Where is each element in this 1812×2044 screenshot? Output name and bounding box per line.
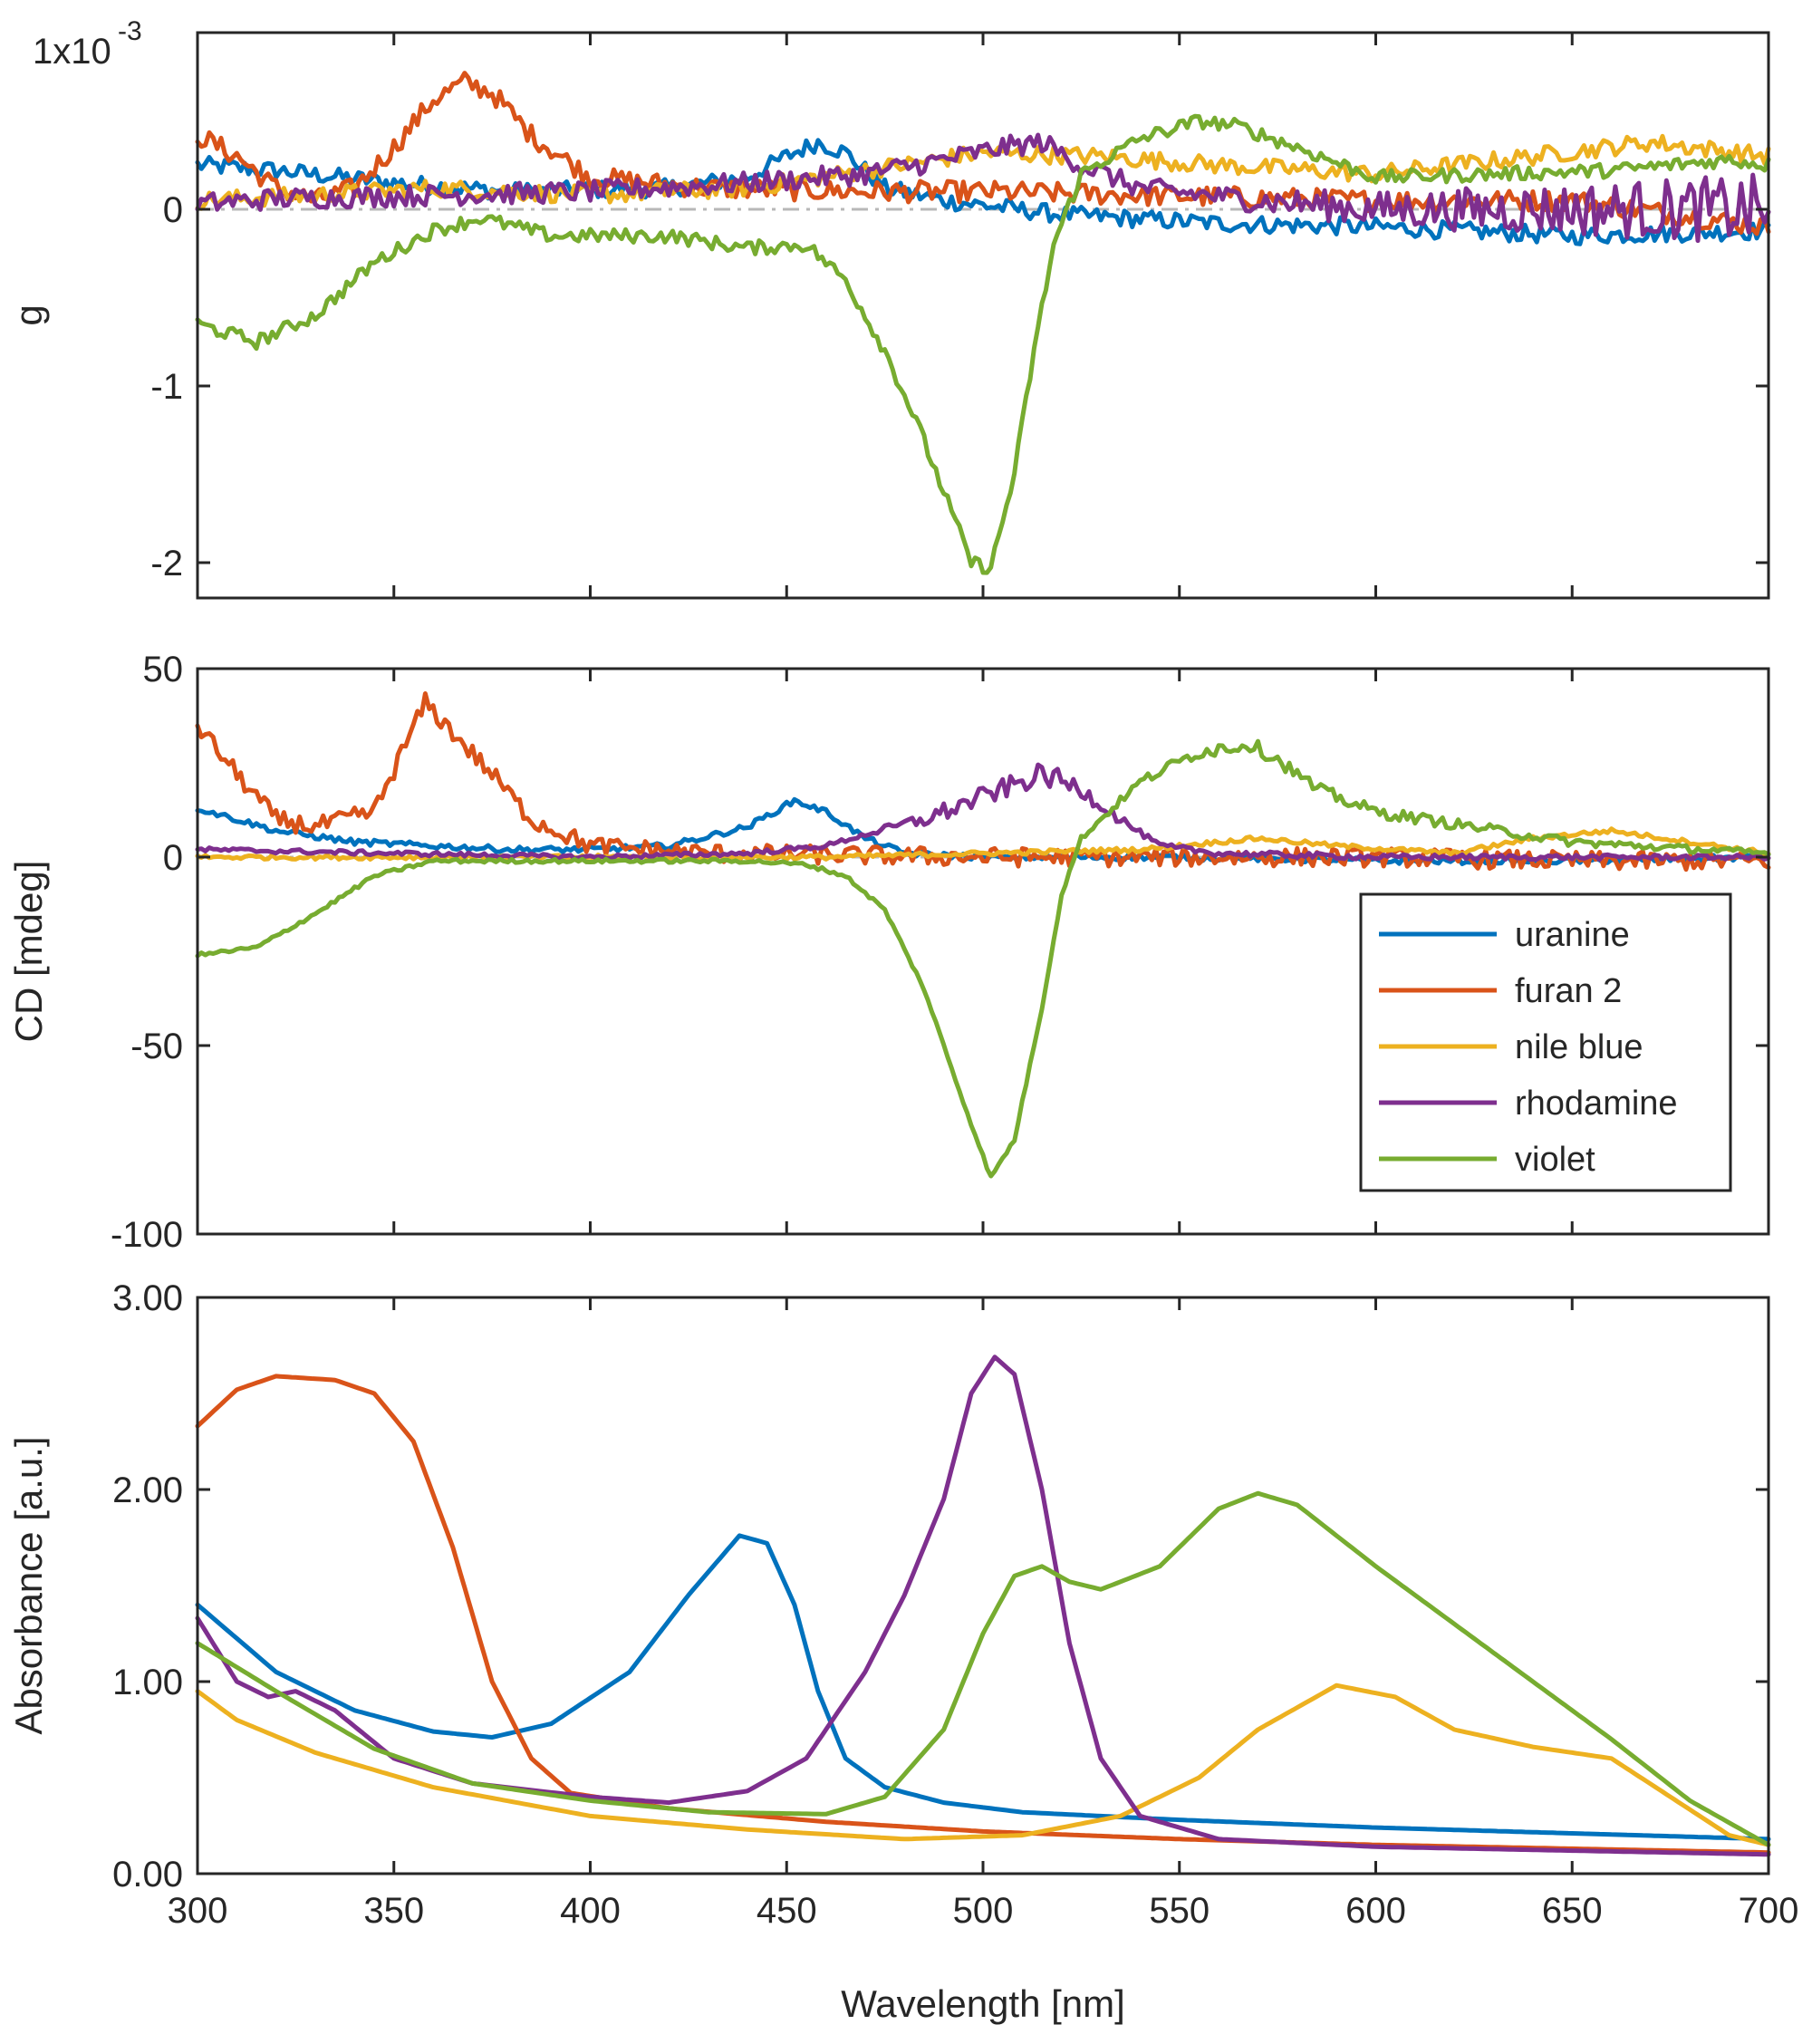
y-tick-label: 0 xyxy=(163,190,183,230)
series-line-nile-blue xyxy=(195,133,1771,211)
legend-label: rhodamine xyxy=(1515,1085,1678,1123)
y-exponent-power: -3 xyxy=(118,16,142,46)
y-tick-label: 3.00 xyxy=(112,1278,183,1318)
legend-box xyxy=(1359,892,1732,1192)
panel-cd: -100 -50 0 50 CD [mdeg] uranine furan 2 nile … xyxy=(7,650,1771,1255)
y-exponent-base: 1x10 xyxy=(33,32,111,72)
series-line-uranine xyxy=(195,138,1771,246)
series-line-uranine xyxy=(195,1533,1771,1842)
y-tick-label: 0.00 xyxy=(112,1855,183,1895)
x-tick-label: 650 xyxy=(1542,1891,1603,1931)
y-axis-label-absorbance: Absorbance [a.u.] xyxy=(7,1436,50,1734)
x-axis-label: Wavelength [nm] xyxy=(841,1982,1125,2025)
x-tick-label: 400 xyxy=(560,1891,621,1931)
legend-label: furan 2 xyxy=(1515,972,1622,1010)
series-line-nile-blue xyxy=(195,1682,1771,1847)
series-line-furan-2 xyxy=(195,71,1771,236)
series-line-violet xyxy=(195,1490,1771,1847)
x-tick-label: 500 xyxy=(953,1891,1014,1931)
x-tick-label: 350 xyxy=(363,1891,424,1931)
legend: uranine furan 2 nile blue rhodamine violet xyxy=(1359,892,1732,1192)
legend-label: nile blue xyxy=(1515,1028,1643,1066)
y-tick-label: 50 xyxy=(143,650,184,689)
y-tick-label: -100 xyxy=(111,1215,183,1255)
series-line-nile-blue xyxy=(195,826,1771,862)
x-tick-label: 550 xyxy=(1149,1891,1210,1931)
x-tick-label: 450 xyxy=(757,1891,817,1931)
y-tick-label: 1.00 xyxy=(112,1663,183,1702)
panel-g: -2 -1 0 1x10 -3 g xyxy=(7,16,1771,600)
legend-label: uranine xyxy=(1515,916,1630,954)
series-line-violet xyxy=(195,113,1771,575)
y-axis-label-g: g xyxy=(7,304,50,325)
y-tick-label: -2 xyxy=(150,544,183,583)
x-tick-label: 700 xyxy=(1739,1891,1799,1931)
series-line-furan-2 xyxy=(195,691,1771,873)
series-line-violet xyxy=(195,738,1771,1179)
panel-absorbance: 300 350 400 450 500 550 600 650 700 0.00 1.00 2.00 3… xyxy=(7,1278,1798,2025)
y-tick-label: -1 xyxy=(150,367,183,407)
x-tick-label: 300 xyxy=(168,1891,228,1931)
y-tick-label: 2.00 xyxy=(112,1470,183,1510)
series-line-rhodamine xyxy=(195,132,1771,244)
y-axis-label-cd: CD [mdeg] xyxy=(7,861,50,1043)
y-tick-label: 0 xyxy=(163,838,183,878)
series-line-rhodamine xyxy=(195,762,1771,863)
legend-label: violet xyxy=(1515,1141,1595,1179)
x-tick-label: 600 xyxy=(1345,1891,1406,1931)
y-tick-label: -50 xyxy=(130,1027,183,1066)
